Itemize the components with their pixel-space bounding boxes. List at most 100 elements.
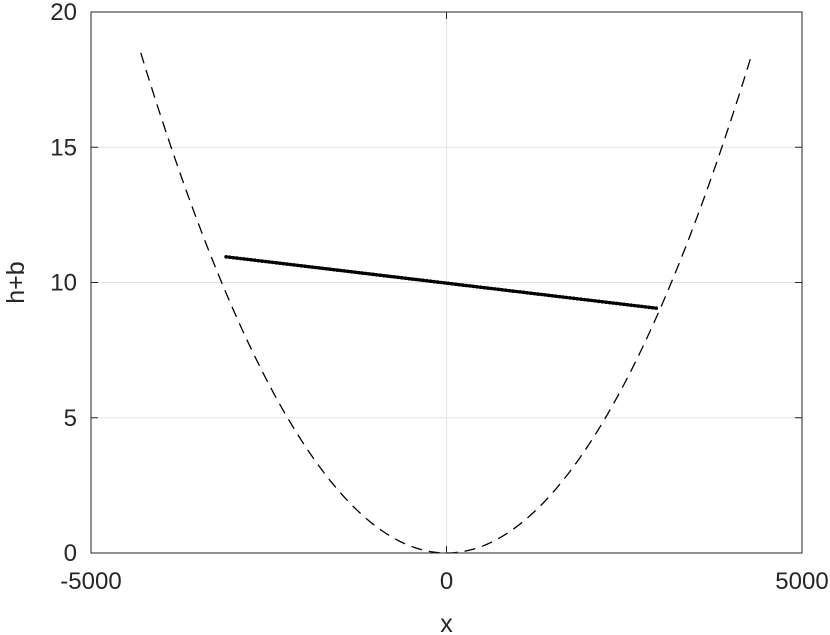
series-point — [321, 266, 325, 271]
series-point — [428, 279, 433, 284]
series-point — [306, 264, 311, 269]
series-point — [392, 275, 397, 279]
series-point — [597, 299, 601, 304]
series-point — [579, 297, 583, 302]
series-point — [442, 281, 447, 285]
series-point — [274, 260, 279, 265]
series-point — [396, 275, 400, 280]
series-point — [399, 275, 404, 280]
plot-area — [140, 52, 753, 554]
series-point — [374, 272, 379, 277]
y-tick-label: 0 — [64, 540, 77, 567]
series-point — [507, 288, 512, 293]
series-point — [317, 266, 322, 270]
y-tick-label: 10 — [50, 270, 77, 297]
series-point — [331, 267, 336, 272]
series-point — [338, 268, 343, 273]
series-point — [360, 271, 365, 275]
series-point — [349, 269, 354, 274]
series-point — [557, 294, 562, 299]
series-point — [403, 276, 408, 281]
x-tick-label: 5000 — [775, 568, 828, 595]
series-point — [564, 295, 569, 300]
series-point — [410, 277, 415, 281]
series-point — [654, 306, 659, 310]
series-point — [245, 257, 250, 262]
series-point — [554, 294, 558, 299]
series-point — [353, 270, 357, 275]
series-point — [435, 280, 440, 284]
series-point — [450, 281, 454, 286]
series-point — [324, 266, 329, 271]
series-point — [625, 302, 630, 307]
series-point — [647, 305, 651, 310]
series-point — [335, 268, 340, 272]
series-point — [650, 305, 655, 310]
series-point — [310, 265, 314, 269]
series-point — [582, 297, 587, 302]
series-point — [252, 258, 257, 263]
series-point — [575, 296, 580, 301]
series-point — [568, 296, 573, 300]
x-tick-label: 0 — [440, 568, 453, 595]
series-point — [414, 277, 418, 282]
series-point — [278, 261, 282, 266]
series-point — [593, 299, 598, 303]
x-tick-label: -5000 — [60, 568, 121, 595]
series-point — [242, 257, 246, 261]
series-point — [267, 260, 271, 264]
series-point — [295, 263, 300, 268]
series-point — [539, 292, 544, 297]
series-point — [482, 285, 486, 290]
series-point — [511, 289, 515, 293]
series-point — [457, 282, 461, 287]
series-point — [518, 290, 522, 294]
series-point — [543, 293, 547, 297]
series-point — [460, 283, 465, 287]
x-axis-label: x — [440, 610, 453, 635]
series-point — [342, 269, 347, 273]
series-point — [632, 303, 637, 308]
y-tick-label: 5 — [64, 405, 77, 432]
series-point — [643, 305, 648, 309]
series-point — [471, 284, 476, 289]
series-point — [514, 289, 519, 294]
series-point — [611, 301, 616, 305]
series-point — [618, 302, 623, 306]
series-point — [385, 274, 390, 278]
series-point — [586, 298, 590, 302]
series-point — [281, 261, 286, 266]
series-point — [536, 292, 540, 296]
series-point — [607, 300, 612, 305]
series-point — [546, 293, 551, 298]
series-point — [407, 276, 411, 281]
series-point — [249, 258, 253, 262]
series-point — [417, 278, 422, 282]
series-point — [367, 272, 372, 276]
series-point — [500, 287, 504, 292]
series-point — [636, 304, 641, 308]
series-point — [313, 265, 318, 270]
series-point — [629, 303, 633, 307]
series-point — [600, 299, 605, 304]
series-point — [364, 271, 368, 276]
series-point — [475, 284, 479, 289]
series-point — [421, 278, 426, 283]
series-point — [227, 255, 232, 260]
series-point — [446, 281, 451, 286]
series-point — [235, 256, 239, 260]
series-point — [453, 282, 458, 287]
series-point — [288, 262, 293, 267]
y-tick-label: 15 — [50, 134, 77, 161]
series-point — [561, 295, 565, 299]
series-point — [356, 270, 361, 275]
series-point — [371, 272, 375, 277]
series-point — [571, 296, 576, 301]
series-point — [496, 287, 501, 292]
series-point — [303, 264, 307, 269]
series-point — [256, 258, 261, 263]
series-point — [550, 293, 555, 298]
series-point — [489, 286, 494, 291]
